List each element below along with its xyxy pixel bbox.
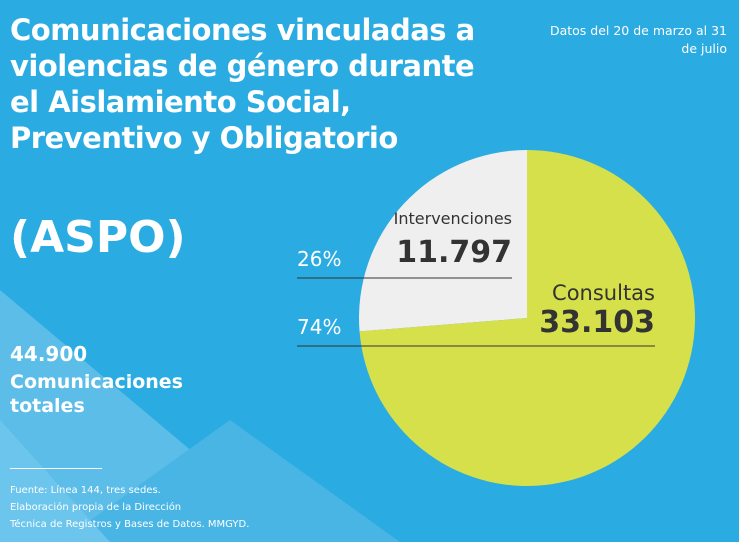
title-abbr: (ASPO) — [10, 212, 186, 263]
subtitle: Datos del 20 de marzo al 31 de julio — [549, 23, 727, 56]
total: 44.900 — [10, 342, 88, 366]
decor — [60, 420, 400, 542]
source-line: Fuente: Línea 144, tres sedes. — [10, 485, 161, 496]
value-label: 33.103 — [539, 305, 655, 340]
category-label: Consultas — [552, 281, 655, 305]
chart-title: Comunicaciones vinculadas a violencias d… — [10, 13, 475, 155]
source-line: Técnica de Registros y Bases de Datos. M… — [10, 519, 250, 530]
source: Fuente: Línea 144, tres sedes. Elaboraci… — [10, 482, 249, 533]
source-line: Elaboración propia de la Dirección — [10, 502, 182, 513]
pie-slice — [358, 150, 527, 332]
pie-slice — [359, 150, 696, 486]
category-label: Intervenciones — [394, 209, 512, 228]
total-caption: Comunicaciones totales — [10, 371, 183, 417]
percent-label: 74% — [297, 315, 341, 339]
percent-label: 26% — [297, 247, 341, 271]
value-label: 11.797 — [396, 235, 512, 270]
decor — [0, 420, 110, 542]
divider — [10, 468, 102, 469]
